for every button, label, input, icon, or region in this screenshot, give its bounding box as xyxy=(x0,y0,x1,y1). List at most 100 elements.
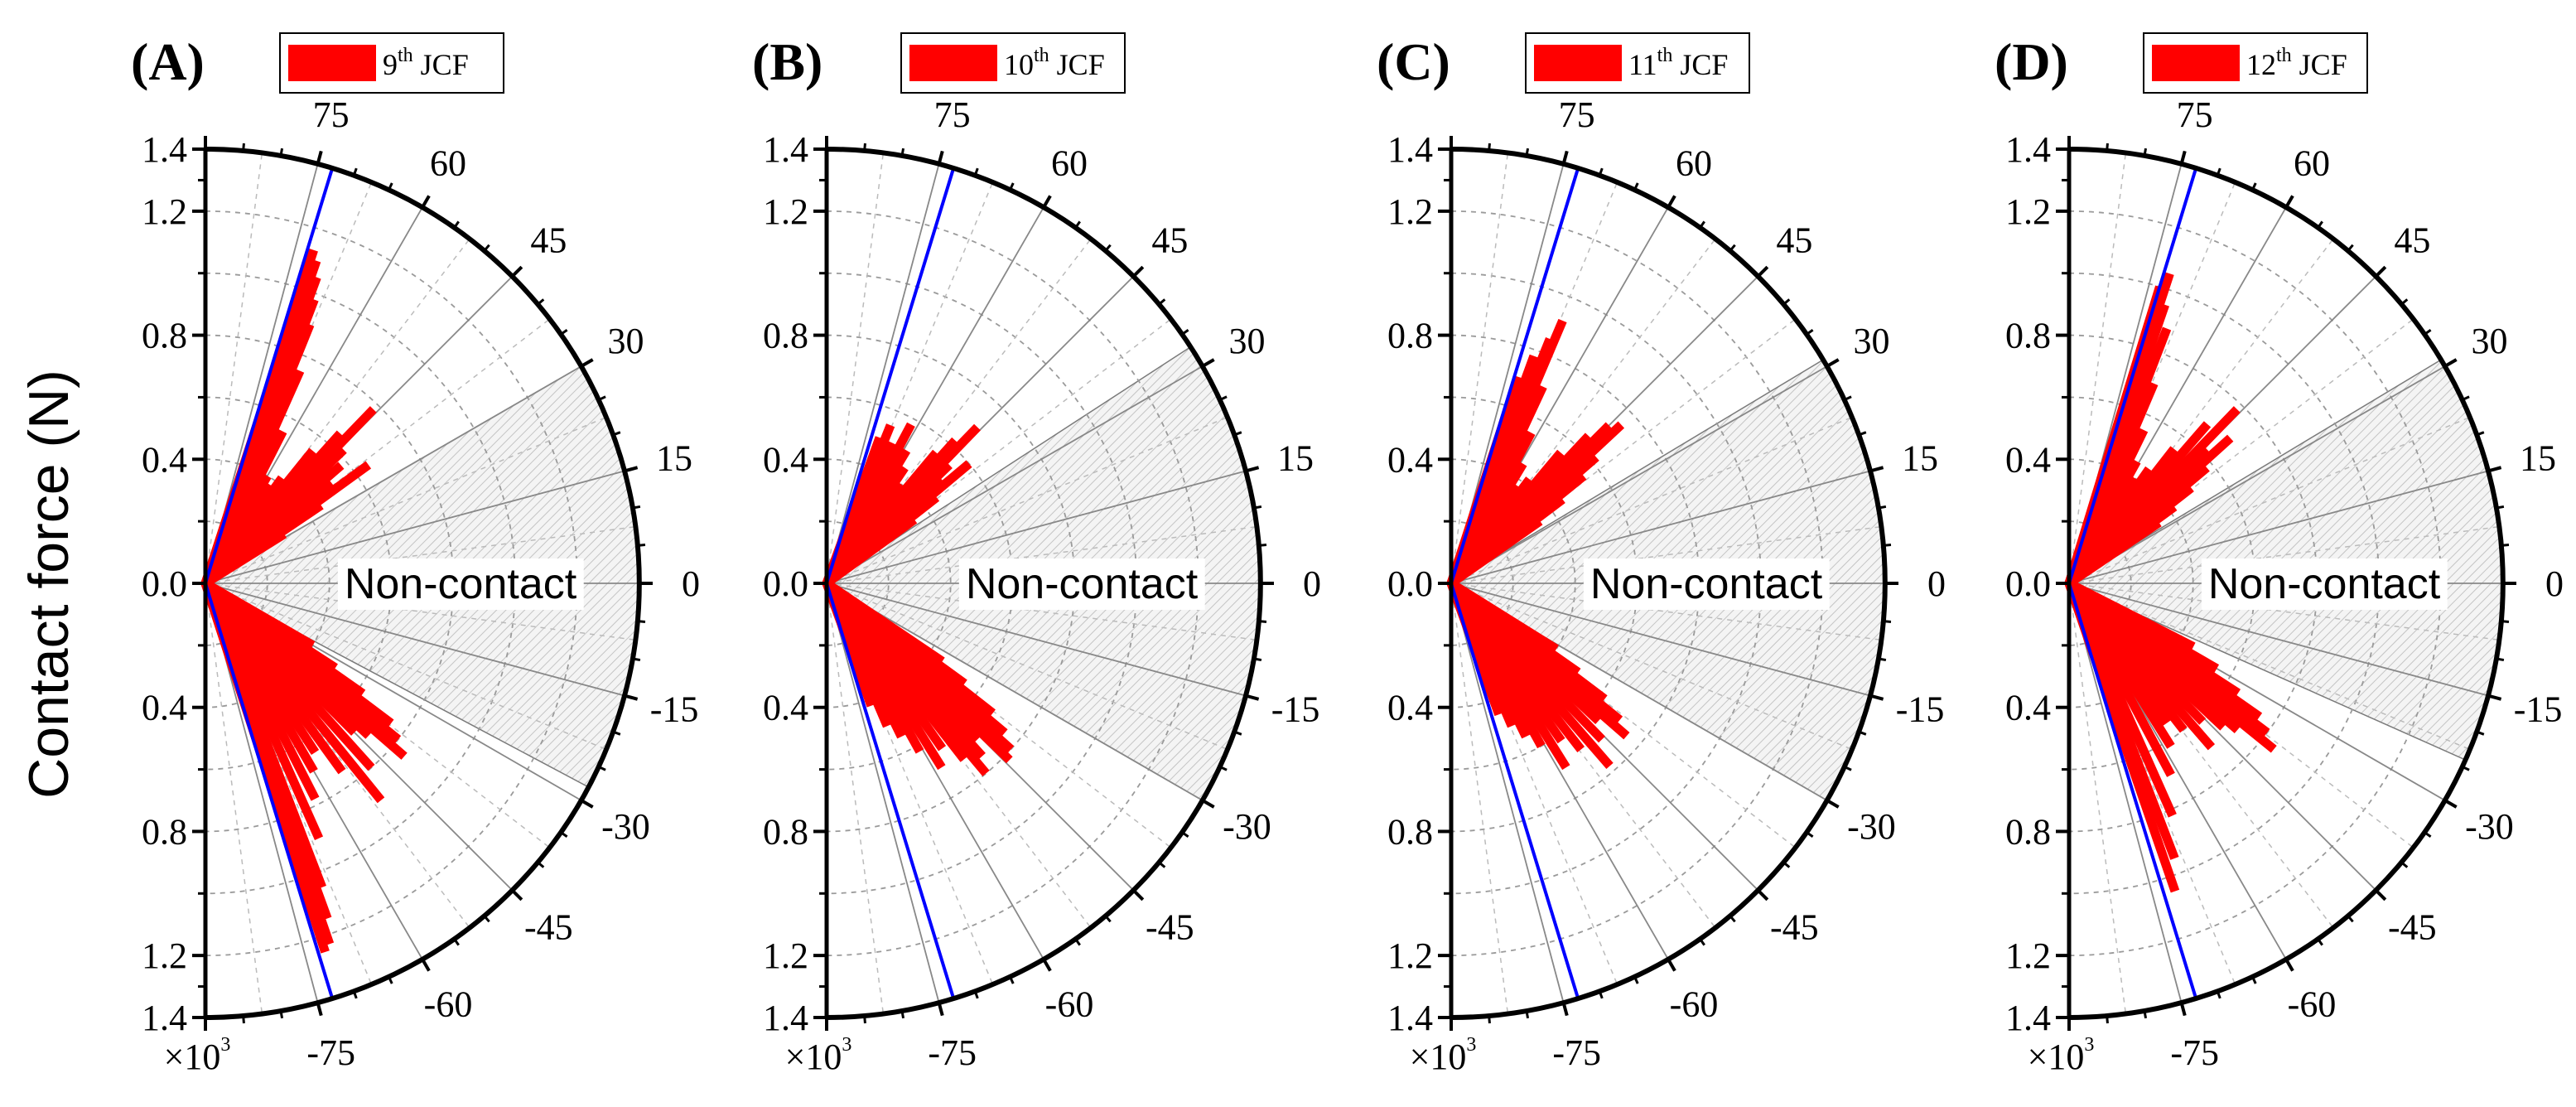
panel-letter: (D) xyxy=(1995,32,2068,91)
arc-tick xyxy=(1878,657,1887,662)
arc-tick xyxy=(1844,395,1852,401)
arc-tick xyxy=(1826,358,1840,368)
angle-label: 60 xyxy=(1676,143,1712,184)
arc-tick xyxy=(2476,730,2485,736)
angle-label: -60 xyxy=(1670,984,1719,1024)
angle-label: 60 xyxy=(1051,143,1088,184)
legend-sup: th xyxy=(398,45,413,66)
arc-tick xyxy=(316,1002,323,1017)
legend-sup: th xyxy=(2276,45,2292,66)
arc-tick xyxy=(624,466,639,473)
arc-tick xyxy=(2443,799,2458,809)
grid-radial-minor xyxy=(2068,525,2500,584)
arc-tick xyxy=(1488,143,1491,152)
arc-tick xyxy=(1729,915,1736,923)
legend-suffix: JCF xyxy=(2292,48,2347,81)
contact-force-bar xyxy=(2064,582,2180,893)
r-tick-label: 1.4 xyxy=(2005,998,2051,1038)
angle-label: -60 xyxy=(2288,984,2337,1024)
grid-radial xyxy=(826,163,940,584)
angle-label: 30 xyxy=(2471,321,2507,361)
arc-tick xyxy=(1858,730,1867,736)
blue-reference-line xyxy=(2067,167,2198,584)
arc-tick xyxy=(483,915,490,923)
angle-label: 60 xyxy=(430,143,466,184)
arc-tick xyxy=(2179,150,2187,165)
angle-label: 75 xyxy=(1559,94,1595,135)
arc-tick xyxy=(1826,799,1840,809)
arc-tick xyxy=(2487,694,2502,701)
arc-tick xyxy=(1258,544,1267,547)
r-multiplier-exp: 3 xyxy=(220,1034,230,1056)
legend-text: 10th JCF xyxy=(1004,45,1105,81)
r-tick-label: 0.4 xyxy=(763,439,808,480)
angle-label: 60 xyxy=(2294,143,2330,184)
arc-tick xyxy=(1883,544,1892,547)
arc-tick xyxy=(598,395,606,401)
panel-d: 75 60 45 30 15 0 -15 -30 -45 -60 -75 1.4 1.2 0.8 0.4 0.… xyxy=(1995,32,2564,1077)
grid-radial xyxy=(2068,583,2489,697)
arc-tick xyxy=(1858,431,1867,437)
arc-tick xyxy=(1699,220,1705,229)
arc-tick xyxy=(1219,766,1228,771)
grid-radial-minor xyxy=(1450,416,1853,584)
non-contact-label: Non-contact xyxy=(1590,560,1823,608)
grid-radial xyxy=(1450,365,1828,584)
angle-label: 75 xyxy=(934,94,971,135)
angle-label: -30 xyxy=(2465,806,2514,847)
arc-tick xyxy=(632,657,641,662)
arc-tick xyxy=(973,167,979,176)
angle-label: 0 xyxy=(2545,563,2564,604)
arc-tick xyxy=(1181,831,1189,838)
grid-radial xyxy=(205,583,625,697)
arc-tick xyxy=(1844,766,1852,771)
panel-a: 75 60 45 30 15 0 -15 -30 -45 -60 -75 1.4 1.2 0.8 0.4 0.… xyxy=(131,32,700,1077)
arc-tick xyxy=(560,831,568,838)
angle-label: -15 xyxy=(1271,689,1320,730)
arc-tick xyxy=(279,147,284,157)
legend-text: 12th JCF xyxy=(2246,45,2347,81)
grid-radial-minor xyxy=(826,583,885,1014)
r-multiplier: ×103 xyxy=(164,1034,231,1077)
r-tick-label: 1.4 xyxy=(763,998,808,1038)
arc-tick xyxy=(537,298,545,306)
arc-tick xyxy=(637,620,646,623)
arc-tick xyxy=(2487,466,2502,473)
arc-tick xyxy=(453,938,460,946)
arc-tick xyxy=(1245,694,1260,701)
contact-force-bar xyxy=(203,529,287,587)
legend-sup: th xyxy=(1034,45,1049,66)
legend-swatch xyxy=(1534,45,1622,81)
legend-ordinal: 12 xyxy=(2246,48,2276,81)
r-multiplier: ×103 xyxy=(785,1034,852,1077)
arc-tick xyxy=(2347,915,2354,923)
r-multiplier-exp: 3 xyxy=(842,1034,851,1056)
r-tick-label: 1.2 xyxy=(763,935,808,976)
grid-radial-minor xyxy=(826,416,1228,584)
r-tick-label: 0.4 xyxy=(2005,688,2051,728)
arc-tick xyxy=(511,265,523,278)
arc-tick xyxy=(937,150,944,165)
angle-label: 15 xyxy=(1902,437,1938,478)
grid-radial-minor xyxy=(1450,583,1853,751)
grid-radial-minor xyxy=(2068,583,2127,1014)
angle-label: 15 xyxy=(1277,437,1314,478)
grid-radial-minor xyxy=(205,525,636,584)
r-tick-label: 1.2 xyxy=(2005,935,2051,976)
arc-tick xyxy=(1757,889,1769,902)
arc-tick xyxy=(900,147,905,157)
arc-tick xyxy=(1667,195,1676,209)
grid-radial-minor xyxy=(205,583,607,751)
r-tick-label: 0.0 xyxy=(142,563,187,604)
r-multiplier: ×103 xyxy=(2028,1034,2095,1077)
arc-tick xyxy=(2179,1002,2187,1017)
arc-tick xyxy=(1042,958,1052,972)
r-tick-label: 0.4 xyxy=(142,439,187,480)
grid-radial-minor xyxy=(205,152,263,584)
panel-letter: (B) xyxy=(752,32,822,91)
outer-arc xyxy=(1450,147,1888,1020)
arc-tick xyxy=(1253,657,1262,662)
arc-tick xyxy=(2251,182,2257,191)
grid-radial-minor xyxy=(2068,583,2500,641)
arc-tick xyxy=(1883,620,1892,623)
